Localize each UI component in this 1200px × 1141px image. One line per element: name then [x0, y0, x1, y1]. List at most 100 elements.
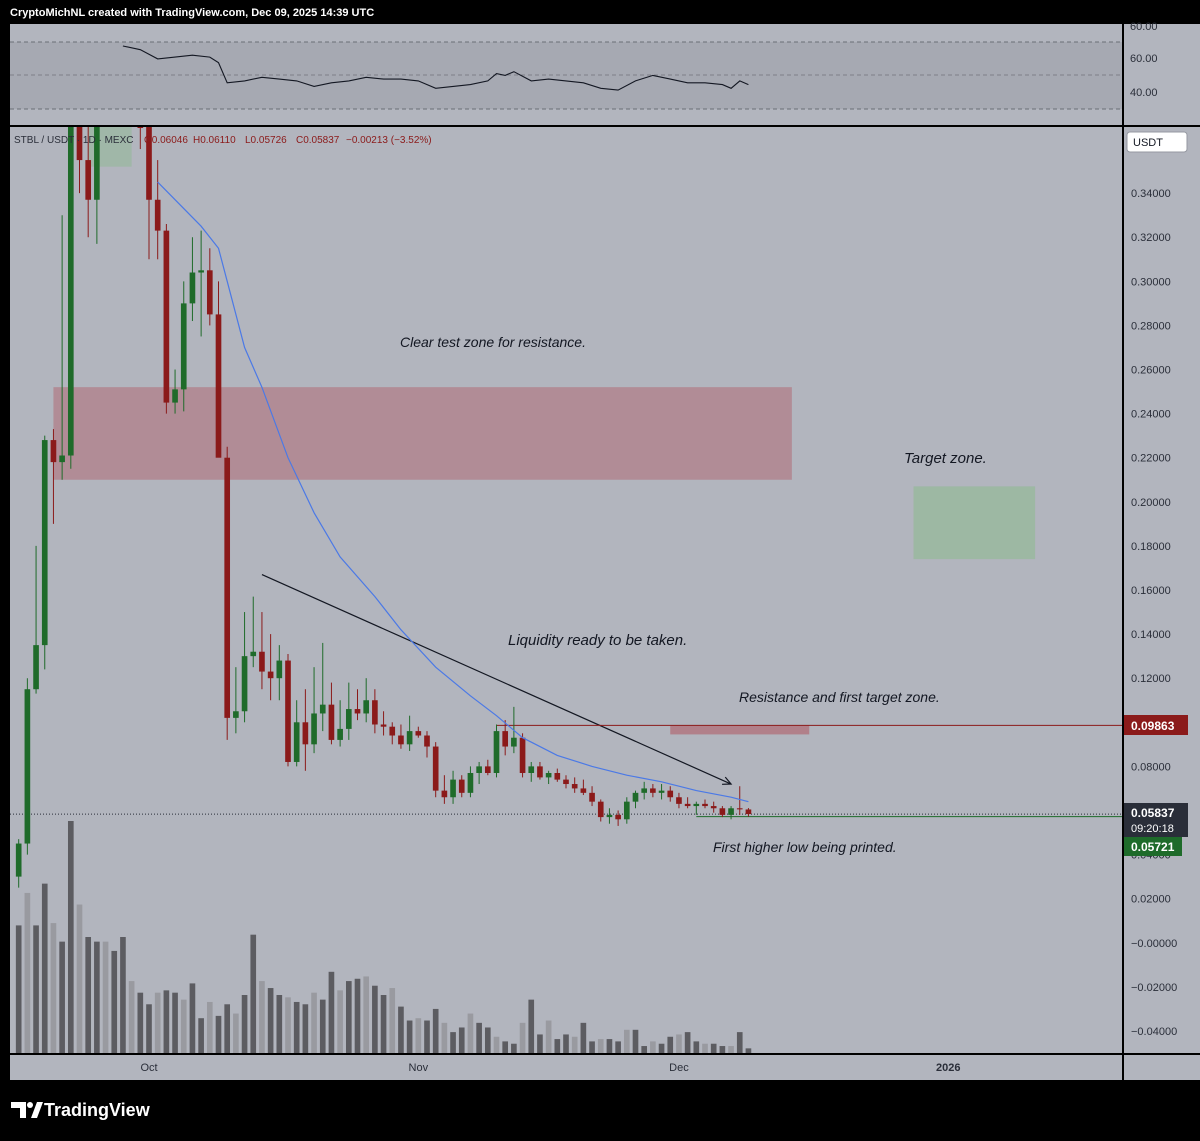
volume-bar [606, 1039, 613, 1053]
candle-body [658, 790, 665, 793]
volume-bar [146, 1004, 152, 1053]
volume-bar [120, 937, 126, 1053]
lines-layer [10, 574, 1122, 818]
volume-bar [15, 925, 22, 1053]
candle-body [267, 671, 274, 679]
price-tick: −0.02000 [1131, 982, 1177, 994]
candle-body [693, 803, 700, 807]
candle-body [189, 272, 196, 304]
candle-body [745, 809, 752, 815]
volume-bar [745, 1048, 752, 1053]
legend-symbol: STBL / USDT · 1D · MEXC [14, 135, 133, 146]
volume-bar [676, 1034, 682, 1053]
rsi-line [122, 45, 749, 91]
candle-body [615, 814, 621, 820]
trendline [261, 574, 732, 785]
trendline-arrowhead [722, 776, 733, 785]
annotation-resistance-test: Clear test zone for resistance. [400, 334, 586, 350]
candle-body [415, 731, 422, 736]
candle-body [571, 784, 578, 789]
volume-bar [458, 1027, 465, 1053]
currency-label: USDT [1133, 137, 1163, 149]
rsi-layer [122, 45, 749, 91]
candle-body [206, 270, 213, 315]
candle-body [59, 455, 65, 463]
time-axis [10, 1055, 1122, 1080]
candle-body [728, 808, 734, 815]
candle-body [24, 689, 31, 844]
volume-bar [180, 999, 187, 1053]
volume-bar [311, 992, 317, 1053]
candle-body [146, 127, 152, 200]
candle-body [580, 788, 587, 793]
volume-bar [354, 978, 361, 1053]
volume-bar [424, 1020, 430, 1053]
volume-bar [519, 1022, 526, 1053]
volume-bar [484, 1027, 491, 1053]
candle-body [702, 803, 708, 807]
candle-body [276, 660, 283, 679]
volume-bar [259, 981, 265, 1053]
volume-bar [398, 1006, 404, 1053]
volume-bar [302, 1004, 309, 1053]
candle-body [50, 440, 57, 463]
candle-body [719, 808, 726, 815]
ema-line [157, 181, 749, 803]
low-price-label: 0.05721 [1131, 840, 1175, 854]
volume-bar [363, 976, 370, 1053]
time-tick-oct: Oct [140, 1062, 157, 1074]
candle-body [589, 792, 595, 802]
legend-low: L0.05726 [245, 135, 287, 146]
volume-bar [189, 983, 196, 1053]
footer-brand: TradingView [44, 1100, 151, 1120]
volume-bar [684, 1032, 691, 1053]
candle-body [641, 788, 648, 793]
volume-bar [632, 1029, 639, 1053]
legend-open: O0.06046 [144, 135, 188, 146]
price-axis [1124, 127, 1200, 1053]
currency-badge-box[interactable] [1126, 131, 1188, 153]
logo-t-shape [11, 1102, 26, 1118]
candle-body [85, 160, 92, 200]
candle-body [511, 737, 517, 747]
candle-body [233, 711, 239, 718]
volume-bar [511, 1043, 517, 1053]
candle-body [476, 766, 482, 773]
candle-body [215, 314, 222, 458]
resistance-price-label: 0.09863 [1131, 719, 1175, 733]
candle-body [224, 457, 231, 718]
candle-body [172, 389, 178, 403]
candle-body [163, 230, 170, 403]
candle-body [94, 127, 100, 200]
price-tick: 0.30000 [1131, 276, 1171, 288]
volume-bar [206, 1001, 213, 1053]
first-target-zone [670, 725, 810, 735]
candle-body [450, 779, 456, 798]
legend: STBL / USDT · 1D · MEXC O0.06046 H0.0611… [14, 135, 432, 146]
candle-body [458, 779, 465, 793]
price-tick: 0.32000 [1131, 232, 1171, 244]
volume-bar [102, 941, 109, 1053]
candle-body [372, 700, 378, 725]
annotation-higher-low: First higher low being printed. [713, 839, 897, 855]
annotation-target-zone: Target zone. [904, 450, 987, 467]
volume-bar [111, 950, 118, 1053]
volume-bar [406, 1020, 413, 1053]
candle-body [363, 700, 370, 714]
volume-bar [528, 999, 535, 1053]
price-tick: 0.02000 [1131, 894, 1171, 906]
candle-body [537, 766, 543, 778]
volume-bar [85, 937, 92, 1053]
volume-bar [563, 1034, 569, 1053]
volume-layer [15, 821, 752, 1053]
candle-body [441, 790, 448, 798]
volume-bar [372, 985, 378, 1053]
candle-body [250, 651, 257, 657]
volume-bar [623, 1029, 630, 1053]
volume-bar [615, 1041, 621, 1053]
currency-badge[interactable]: USDT [1126, 131, 1188, 153]
price-tick: −0.00000 [1131, 938, 1177, 950]
price-tick: 0.20000 [1131, 497, 1171, 509]
